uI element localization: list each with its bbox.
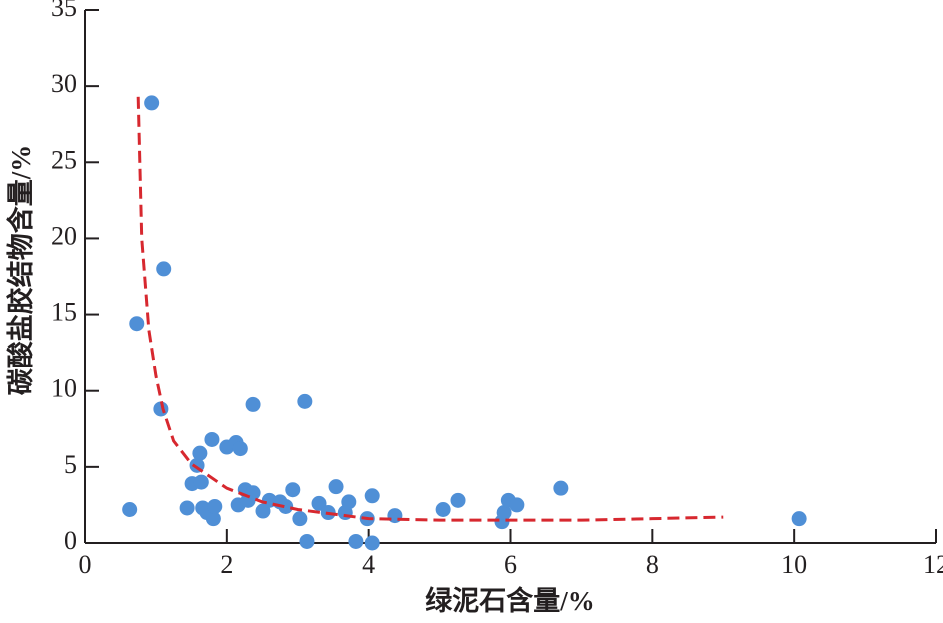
point bbox=[509, 497, 525, 513]
y-tick-label: 25 bbox=[51, 145, 77, 174]
point bbox=[245, 396, 261, 412]
point bbox=[553, 480, 569, 496]
y-tick-label: 35 bbox=[51, 0, 77, 22]
point bbox=[192, 445, 208, 461]
point bbox=[207, 498, 223, 514]
point bbox=[435, 501, 451, 517]
point bbox=[496, 505, 512, 521]
point bbox=[299, 533, 315, 549]
point bbox=[144, 95, 160, 111]
y-axis-title: 碳酸盐胶结物含量/% bbox=[5, 145, 36, 396]
x-tick-label: 12 bbox=[923, 550, 943, 579]
point bbox=[364, 488, 380, 504]
x-tick-label: 10 bbox=[781, 550, 807, 579]
point bbox=[179, 500, 195, 516]
fit-curve bbox=[136, 96, 724, 522]
point bbox=[348, 533, 364, 549]
point bbox=[232, 441, 248, 457]
point bbox=[297, 393, 313, 409]
y-tick-label: 30 bbox=[51, 69, 77, 98]
y-tick-label: 0 bbox=[64, 526, 77, 555]
x-axis-title: 绿泥石含量/% bbox=[425, 585, 595, 616]
point bbox=[450, 492, 466, 508]
x-tick-label: 6 bbox=[504, 550, 517, 579]
point bbox=[292, 511, 308, 527]
x-tick-label: 0 bbox=[79, 550, 92, 579]
point bbox=[193, 474, 209, 490]
point bbox=[285, 482, 301, 498]
point bbox=[156, 261, 172, 277]
point bbox=[341, 494, 357, 510]
y-tick-label: 15 bbox=[51, 298, 77, 327]
x-tick-label: 8 bbox=[646, 550, 659, 579]
x-tick-label: 2 bbox=[220, 550, 233, 579]
point bbox=[204, 431, 220, 447]
point bbox=[311, 495, 327, 511]
point bbox=[245, 485, 261, 501]
point bbox=[328, 479, 344, 495]
y-tick-label: 10 bbox=[51, 374, 77, 403]
point bbox=[129, 316, 145, 332]
point bbox=[791, 511, 807, 527]
point bbox=[205, 511, 221, 527]
point bbox=[278, 498, 294, 514]
point bbox=[364, 535, 380, 551]
x-tick-label: 4 bbox=[362, 550, 375, 579]
y-tick-label: 5 bbox=[64, 450, 77, 479]
y-tick-label: 20 bbox=[51, 221, 77, 250]
point bbox=[387, 508, 403, 524]
point bbox=[122, 501, 138, 517]
